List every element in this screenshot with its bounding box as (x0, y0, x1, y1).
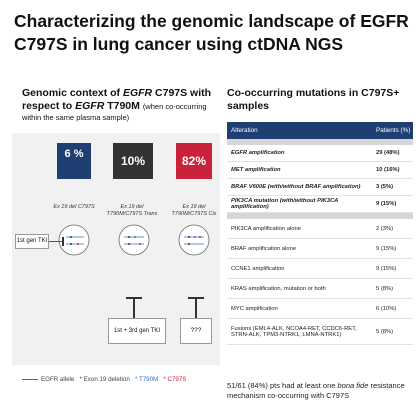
column-label-trans: Ex 19 del T790M/C797S Trans (106, 204, 158, 217)
trans-inhibition-line (133, 298, 135, 318)
legend-allele: EGFR allele (41, 376, 75, 383)
alteration-cell: PIK3CA mutation (with/without PIK3CA amp… (231, 198, 339, 210)
patients-cell: 9 (15%) (376, 245, 397, 252)
summary-part: resistance mechanism co-occurring with C… (227, 381, 405, 400)
table-row: MYC amplification 6 (10%) (227, 299, 413, 319)
alteration-cell: BRAF V600E (with/without BRAF amplificat… (231, 184, 361, 190)
alteration-cell: BRAF amplification alone (231, 245, 297, 252)
alteration-cell: MET amplification (231, 167, 281, 173)
first-gen-tki-box: 1st gen TKI (15, 234, 49, 249)
page-title: Characterizing the genomic landscape of … (14, 11, 409, 54)
summary-text: 51/61 (84%) pts had at least one bona fi… (227, 381, 417, 401)
alteration-cell: PIK3CA amplification alone (231, 225, 301, 232)
patients-cell: 9 (15%) (376, 201, 397, 207)
unknown-treatment-box: ??? (180, 318, 212, 344)
table-row: PIK3CA amplification alone 2 (3%) (227, 219, 413, 239)
alteration-cell: EGFR amplification (231, 150, 285, 156)
cell-cis (178, 224, 210, 256)
left-subtitle: Genomic context of EGFR C797S with respe… (22, 87, 222, 113)
table-separator (227, 213, 413, 219)
subtitle-text: C797S with respect to (22, 87, 212, 112)
mutations-table: Alteration Patients (%) EGFR amplificati… (227, 122, 413, 345)
header-patients: Patients (%) (376, 127, 411, 134)
legend-c797s: * C797S (163, 376, 187, 383)
subtitle-note: (when co-occurring (142, 102, 207, 111)
patients-cell: 2 (3%) (376, 225, 394, 232)
patients-cell: 6 (10%) (376, 305, 397, 312)
unknown-label: ??? (190, 327, 202, 334)
table-row: MET amplification 10 (16%) (227, 162, 413, 179)
patients-cell: 5 (8%) (376, 328, 394, 335)
table-row: Fusions (EML4-ALK, NCOA4-RET, CCDC6-RET,… (227, 319, 413, 345)
legend-t790m: * T790M (134, 376, 159, 383)
alteration-cell: KRAS amplification, mutation or both (231, 285, 326, 292)
table-row: PIK3CA mutation (with/without PIK3CA amp… (227, 196, 413, 213)
cell-trans (118, 224, 150, 256)
tki-inhibition-line (49, 241, 63, 242)
right-subtitle: Co-occurring mutations in C797S+ samples (227, 87, 400, 112)
alteration-cell: MYC amplification (231, 305, 278, 312)
header-alteration: Alteration (231, 127, 258, 134)
summary-italic: bona fide (337, 381, 369, 390)
cell-c797s (58, 224, 90, 256)
table-row: KRAS amplification, mutation or both 5 (8… (227, 279, 413, 299)
tki2-label: 1st + 3rd gen TKI (113, 328, 161, 334)
summary-part: 51/61 (84%) pts had at least one (227, 381, 338, 390)
subtitle-text: Genomic context of (22, 87, 123, 99)
table-row: BRAF V600E (with/without BRAF amplificat… (227, 179, 413, 196)
patients-cell: 29 (48%) (376, 150, 400, 156)
tki-label: 1st gen TKI (16, 238, 48, 244)
table-row: BRAF amplification alone 9 (15%) (227, 239, 413, 259)
subtitle-gene: EGFR (122, 87, 153, 99)
subtitle-text: T790M (104, 100, 140, 112)
allele-line-icon (22, 378, 38, 381)
percent-badge-c797s: 6 % (57, 143, 91, 179)
alteration-cell: Fusions (EML4-ALK, NCOA4-RET, CCDC6-RET,… (231, 325, 357, 338)
cis-inhibition-line (195, 298, 197, 318)
table-row: EGFR amplification 29 (48%) (227, 145, 413, 162)
subtitle-gene: EGFR (75, 100, 105, 112)
column-label-c797s: Ex 19 del C797S (53, 204, 95, 210)
alteration-cell: CCNE1 amplification (231, 265, 285, 272)
patients-cell: 3 (5%) (376, 184, 394, 190)
table-header: Alteration Patients (%) (227, 122, 413, 139)
legend-exon19: * Exon 19 deletion (79, 376, 130, 383)
percent-badge-trans: 10% (113, 143, 153, 179)
table-row: CCNE1 amplification 9 (15%) (227, 259, 413, 279)
cis-inhibition-bar (188, 297, 204, 299)
legend: EGFR allele * Exon 19 deletion * T790M *… (22, 376, 186, 383)
subtitle-note-2: within the same plasma sample) (22, 113, 130, 122)
patients-cell: 10 (16%) (376, 167, 400, 173)
patients-cell: 9 (15%) (376, 265, 397, 272)
table-separator (227, 139, 413, 145)
percent-badge-cis: 82% (176, 143, 212, 179)
first-third-gen-tki-box: 1st + 3rd gen TKI (108, 318, 166, 344)
patients-cell: 5 (8%) (376, 285, 394, 292)
trans-inhibition-bar (126, 297, 142, 299)
column-label-cis: Ex 19 del T790M/C797S Cis (171, 204, 217, 217)
tki-inhibition-bar (62, 237, 64, 246)
